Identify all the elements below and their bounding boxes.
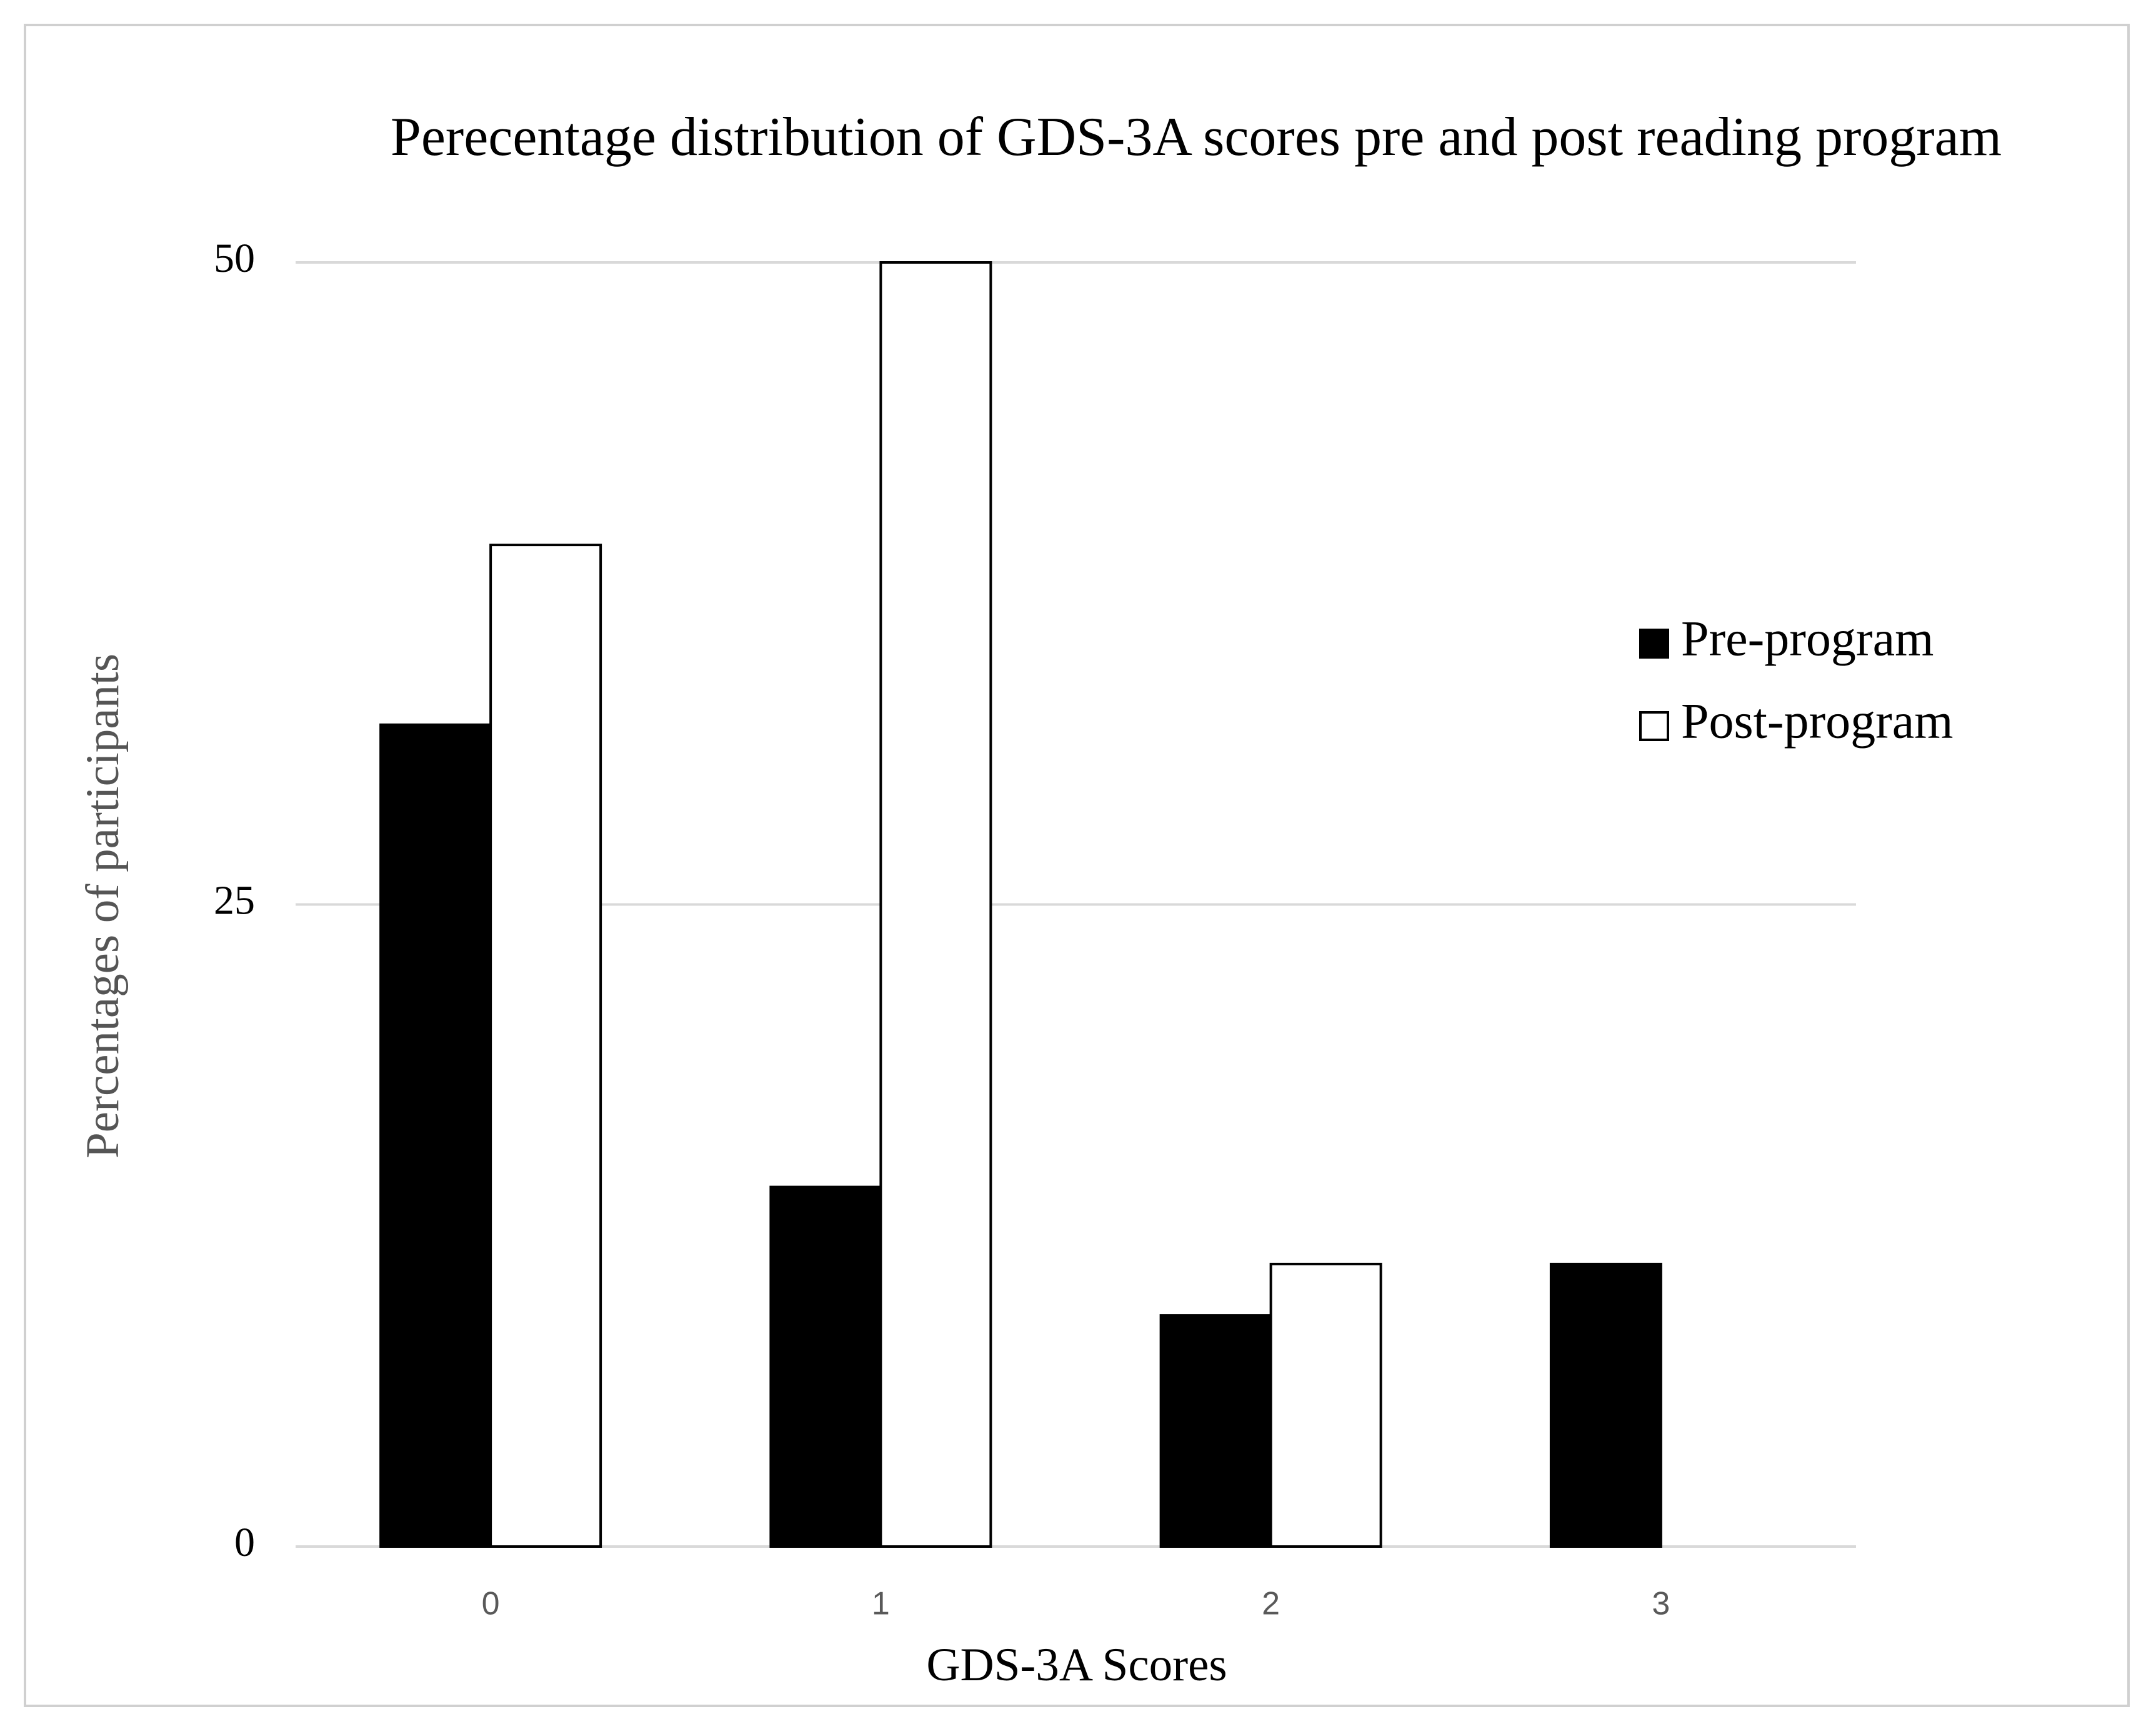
bar bbox=[1549, 1262, 1662, 1548]
bar bbox=[769, 1185, 882, 1548]
bar bbox=[379, 723, 492, 1548]
x-tick-label: 0 bbox=[482, 1586, 500, 1622]
legend-label: Post-program bbox=[1681, 694, 1954, 749]
chart-border bbox=[24, 24, 2130, 1707]
bar bbox=[879, 261, 992, 1548]
y-tick-label: 25 bbox=[214, 878, 255, 924]
bar bbox=[1269, 1262, 1382, 1548]
legend-label: Pre-program bbox=[1681, 611, 1934, 666]
bar bbox=[489, 544, 602, 1548]
x-tick-label: 3 bbox=[1652, 1586, 1670, 1622]
x-tick-label: 2 bbox=[1262, 1586, 1280, 1622]
bar bbox=[1159, 1314, 1272, 1548]
y-axis-label: Percentages of participants bbox=[77, 654, 129, 1158]
x-axis-label: GDS-3A Scores bbox=[926, 1639, 1227, 1691]
legend-swatch bbox=[1639, 711, 1669, 741]
x-tick-label: 1 bbox=[872, 1586, 890, 1622]
legend-swatch bbox=[1639, 629, 1669, 659]
chart-title: Perecentage distribution of GDS-3A score… bbox=[390, 107, 2002, 167]
y-tick-label: 0 bbox=[234, 1520, 255, 1565]
y-tick-label: 50 bbox=[214, 236, 255, 281]
